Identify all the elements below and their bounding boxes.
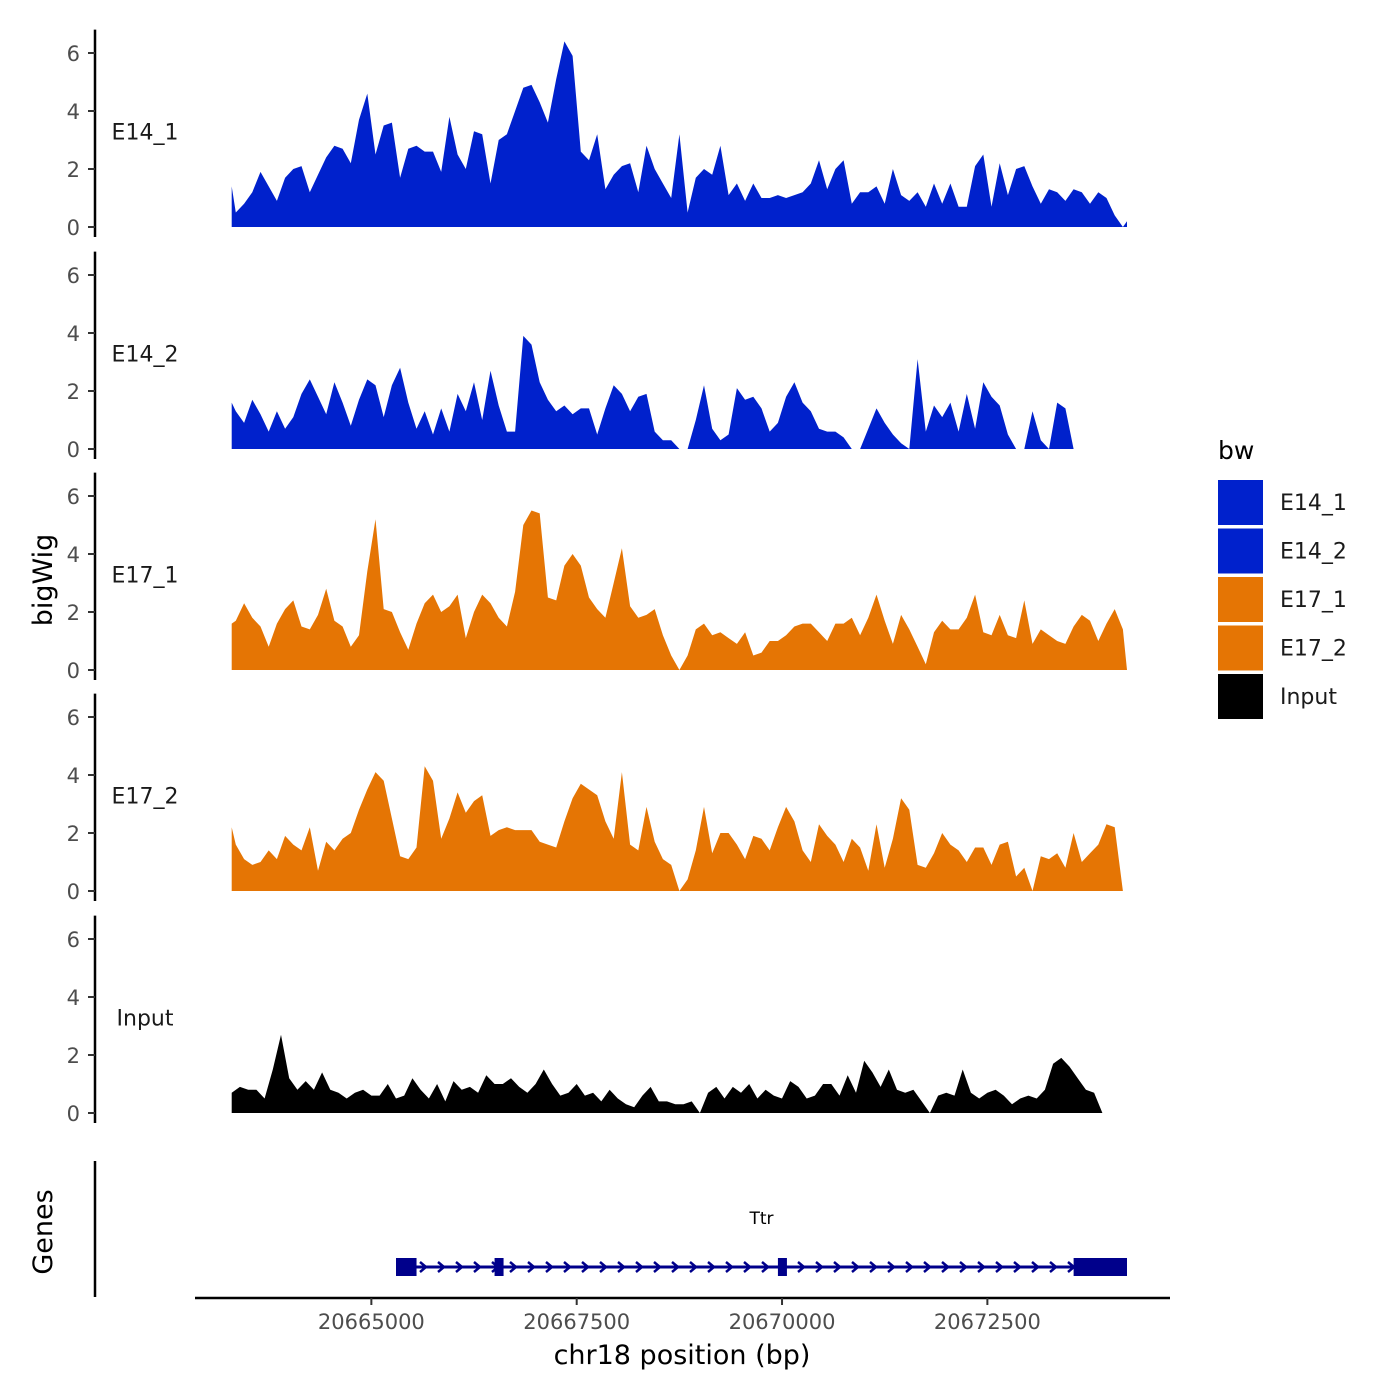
legend-swatch-E17_2 (1218, 625, 1263, 671)
strand-arrow (743, 1261, 752, 1273)
gene-label: Ttr (748, 1209, 773, 1229)
y-tick-label: 2 (67, 822, 80, 846)
area-E14_2 (231, 335, 1074, 449)
legend-label-E17_1: E17_1 (1280, 588, 1347, 613)
x-tick-label: 20667500 (523, 1310, 630, 1334)
x-axis-title: chr18 position (bp) (554, 1340, 811, 1371)
y-tick-label: 4 (67, 322, 80, 346)
strand-arrow (851, 1261, 860, 1273)
y-tick-label: 2 (67, 380, 80, 404)
y-tick-label: 6 (67, 42, 80, 66)
strand-arrow (473, 1261, 482, 1273)
strand-arrow (923, 1261, 932, 1273)
y-tick-label: 0 (67, 659, 80, 683)
y-tick-label: 4 (67, 100, 80, 124)
strand-arrow (1013, 1261, 1022, 1273)
x-tick-label: 20670000 (729, 1310, 836, 1334)
strand-arrow (455, 1261, 464, 1273)
genes-panel: Ttr (93, 1161, 1127, 1297)
genes-panel-title: Genes (28, 1189, 59, 1274)
strand-arrow (725, 1261, 734, 1273)
y-tick-label: 0 (67, 880, 80, 904)
strand-arrow (977, 1261, 986, 1273)
area-E14_1 (231, 41, 1127, 228)
y-tick-label: 4 (67, 986, 80, 1010)
gene-exon (494, 1258, 504, 1276)
legend-label-E14_2: E14_2 (1280, 540, 1347, 565)
y-tick-label: 4 (67, 543, 80, 567)
y-tick-label: 6 (67, 264, 80, 288)
legend-label-Input: Input (1280, 685, 1337, 710)
track-E17_2: 0 2 4 6 E17_2 (67, 693, 1123, 904)
track-E17_1: 0 2 4 6 E17_1 (67, 472, 1127, 683)
strand-arrow (959, 1261, 968, 1273)
track-label: E14_2 (112, 342, 179, 367)
strand-arrow (905, 1261, 914, 1273)
signal-tracks: 0 2 4 6 E14_1 0 2 4 6 E14_2 0 2 4 6 E17_1 0 2 4 6 E17_2 0 2 4 6… (67, 29, 1127, 1126)
strand-arrow (869, 1261, 878, 1273)
y-tick-label: 0 (67, 1102, 80, 1126)
y-tick-label: 6 (67, 485, 80, 509)
x-tick-label: 20672500 (934, 1310, 1041, 1334)
y-tick-label: 2 (67, 1044, 80, 1068)
legend-swatch-E14_1 (1218, 480, 1263, 525)
gene-exon (1073, 1258, 1127, 1276)
legend-swatch-E17_1 (1218, 577, 1263, 622)
strand-arrow (653, 1261, 662, 1273)
strand-arrow (995, 1261, 1004, 1273)
strand-arrow (563, 1261, 572, 1273)
x-tick-label: 20665000 (318, 1310, 425, 1334)
legend-label-E17_2: E17_2 (1280, 637, 1347, 662)
legend-swatch-E14_2 (1218, 528, 1263, 574)
strand-arrow (527, 1261, 536, 1273)
gene-exon (777, 1258, 787, 1276)
y-axis-title: bigWig (28, 534, 59, 627)
track-label: Input (117, 1006, 174, 1031)
y-tick-label: 6 (67, 706, 80, 730)
area-E17_2 (231, 766, 1123, 891)
gene-exon (396, 1258, 417, 1276)
track-E14_1: 0 2 4 6 E14_1 (67, 29, 1127, 240)
strand-arrow (1049, 1261, 1058, 1273)
strand-arrow (617, 1261, 626, 1273)
area-Input (231, 1034, 1103, 1113)
track-label: E17_1 (112, 563, 179, 588)
y-tick-label: 2 (67, 158, 80, 182)
y-tick-label: 4 (67, 764, 80, 788)
strand-arrow (833, 1261, 842, 1273)
track-E14_2: 0 2 4 6 E14_2 (67, 251, 1074, 462)
strand-arrow (599, 1261, 608, 1273)
strand-arrow (419, 1261, 428, 1273)
strand-arrow (887, 1261, 896, 1273)
legend: bw E14_1 E14_2 E17_1 E17_2 Input (1218, 436, 1347, 719)
y-tick-label: 6 (67, 928, 80, 952)
strand-arrow (1031, 1261, 1040, 1273)
legend-swatch-Input (1218, 674, 1263, 719)
strand-arrow (689, 1261, 698, 1273)
legend-title: bw (1218, 436, 1254, 465)
strand-arrow (761, 1261, 770, 1273)
strand-arrow (509, 1261, 518, 1273)
y-tick-label: 2 (67, 601, 80, 625)
strand-arrow (635, 1261, 644, 1273)
y-tick-label: 0 (67, 216, 80, 240)
y-tick-label: 0 (67, 438, 80, 462)
strand-arrow (941, 1261, 950, 1273)
strand-arrow (815, 1261, 824, 1273)
area-E17_1 (231, 510, 1127, 670)
x-axis: 20665000 20667500 20670000 20672500 (195, 1296, 1170, 1334)
strand-arrow (545, 1261, 554, 1273)
strand-arrow (707, 1261, 716, 1273)
legend-label-E14_1: E14_1 (1280, 491, 1347, 516)
track-label: E14_1 (112, 120, 179, 145)
track-Input: 0 2 4 6 Input (67, 915, 1103, 1126)
strand-arrow (581, 1261, 590, 1273)
strand-arrow (437, 1261, 446, 1273)
strand-arrow (797, 1261, 806, 1273)
track-label: E17_2 (112, 784, 179, 809)
strand-arrow (671, 1261, 680, 1273)
